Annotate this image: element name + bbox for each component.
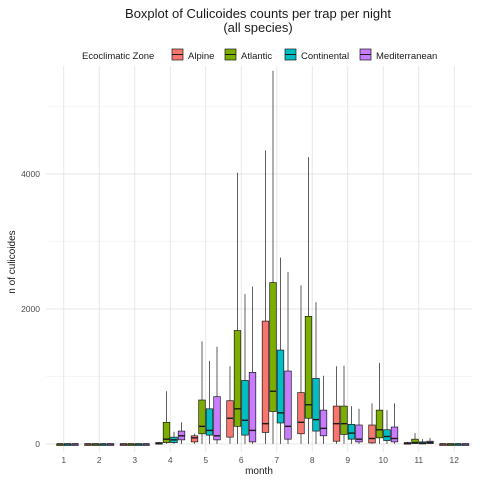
box-atlantic xyxy=(376,410,383,438)
box-mediterranean xyxy=(320,410,327,436)
x-tick-label: 3 xyxy=(132,455,137,465)
y-tick-label: 4000 xyxy=(21,169,40,179)
x-tick-label: 7 xyxy=(274,455,279,465)
box-atlantic xyxy=(305,316,312,418)
y-tick-label: 2000 xyxy=(21,304,40,314)
box-alpine xyxy=(262,321,269,432)
x-tick-label: 6 xyxy=(239,455,244,465)
x-tick-label: 11 xyxy=(414,455,423,465)
x-tick-label: 4 xyxy=(168,455,173,465)
x-tick-label: 10 xyxy=(379,455,389,465)
legend-label: Alpine xyxy=(188,51,214,62)
box-alpine xyxy=(298,393,305,434)
box-mediterranean xyxy=(249,372,256,442)
x-axis-title: month xyxy=(245,466,273,477)
legend-label: Continental xyxy=(301,51,349,62)
legend: Ecoclimatic Zone Alpine Atlantic Continenta… xyxy=(82,49,437,62)
y-tick-label: 0 xyxy=(35,439,40,449)
box-continental xyxy=(242,380,249,435)
legend-title: Ecoclimatic Zone xyxy=(82,51,154,62)
box-continental xyxy=(277,350,284,423)
box-mediterranean xyxy=(391,427,398,442)
legend-label: Atlantic xyxy=(241,51,272,62)
box-continental xyxy=(348,424,355,439)
x-tick-label: 1 xyxy=(61,455,66,465)
box-atlantic xyxy=(234,331,241,427)
box-continental xyxy=(384,430,391,441)
box-mediterranean xyxy=(285,371,292,439)
x-tick-label: 2 xyxy=(97,455,102,465)
chart-subtitle: (all species) xyxy=(223,20,292,35)
box-continental xyxy=(206,409,213,435)
box-atlantic xyxy=(270,283,277,412)
box-mediterranean xyxy=(214,397,221,440)
x-tick-label: 12 xyxy=(450,455,460,465)
y-axis-title: n of culicoides xyxy=(7,230,18,293)
x-tick-label: 5 xyxy=(203,455,208,465)
x-tick-label: 9 xyxy=(345,455,350,465)
box-alpine xyxy=(191,436,198,442)
box-atlantic xyxy=(199,400,206,434)
chart-title: Boxplot of Culicoides counts per trap pe… xyxy=(125,6,391,21)
x-tick-label: 8 xyxy=(310,455,315,465)
box-alpine xyxy=(369,425,376,443)
box-continental xyxy=(313,378,320,431)
legend-label: Mediterranean xyxy=(376,51,437,62)
box-atlantic xyxy=(341,406,348,434)
